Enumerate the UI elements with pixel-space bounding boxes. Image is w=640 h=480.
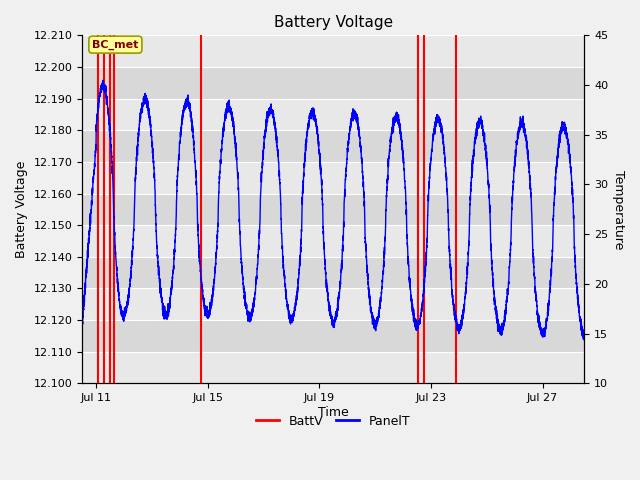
Bar	[82, 98, 584, 130]
Bar	[82, 352, 584, 384]
Bar	[82, 257, 584, 288]
Bar	[82, 225, 584, 257]
Legend: BattV, PanelT: BattV, PanelT	[252, 410, 415, 433]
Bar	[82, 162, 584, 193]
Title: Battery Voltage: Battery Voltage	[274, 15, 393, 30]
Bar	[82, 320, 584, 352]
Y-axis label: Battery Voltage: Battery Voltage	[15, 161, 28, 258]
Bar	[82, 288, 584, 320]
Bar	[82, 130, 584, 162]
Bar	[82, 193, 584, 225]
Text: BC_met: BC_met	[92, 39, 139, 50]
Bar	[82, 36, 584, 67]
Bar	[82, 67, 584, 98]
Y-axis label: Temperature: Temperature	[612, 169, 625, 249]
X-axis label: Time: Time	[318, 406, 349, 419]
